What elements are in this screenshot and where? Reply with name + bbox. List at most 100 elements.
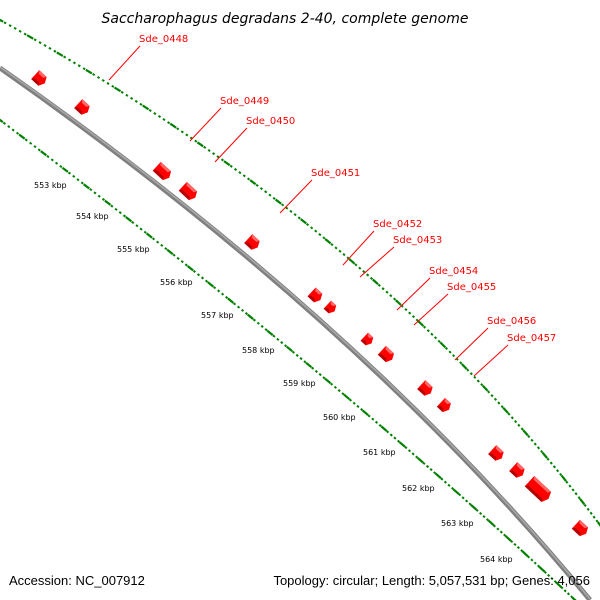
- gene-feature[interactable]: [436, 397, 453, 414]
- gene-block-highlight: [579, 519, 589, 529]
- outer-minor-tick: [469, 372, 473, 376]
- gene-feature[interactable]: [524, 476, 554, 504]
- outer-major-tick: [502, 407, 509, 414]
- inner-minor-tick: [280, 341, 284, 345]
- gene-label[interactable]: Sde_0457: [507, 333, 556, 344]
- inner-minor-tick: [139, 227, 143, 231]
- inner-minor-tick: [131, 220, 135, 224]
- gene-feature[interactable]: [377, 345, 396, 364]
- inner-minor-tick: [352, 401, 356, 405]
- outer-minor-tick: [8, 24, 12, 28]
- inner-minor-tick: [59, 164, 63, 169]
- inner-minor-tick: [118, 211, 122, 215]
- outer-minor-tick: [157, 115, 162, 119]
- gene-block-shade: [571, 527, 581, 537]
- outer-minor-tick: [422, 325, 427, 329]
- gene-label[interactable]: Sde_0448: [139, 34, 188, 45]
- outer-minor-tick: [48, 46, 52, 50]
- outer-minor-tick: [377, 283, 381, 287]
- gene-block-shade: [31, 78, 40, 86]
- outer-minor-tick: [13, 26, 17, 30]
- inner-minor-tick: [299, 357, 303, 361]
- outer-major-tick: [417, 320, 425, 327]
- gene-feature[interactable]: [417, 380, 435, 398]
- inner-minor-tick: [272, 334, 276, 338]
- inner-minor-tick: [404, 446, 408, 450]
- outer-minor-tick: [77, 64, 81, 68]
- gene-block-highlight: [495, 445, 504, 453]
- gene-block-shade: [74, 107, 83, 115]
- gene-feature[interactable]: [31, 70, 49, 88]
- outer-minor-tick: [381, 287, 385, 291]
- inner-minor-tick: [29, 141, 33, 145]
- gene-block-shade: [307, 295, 315, 303]
- gene-label[interactable]: Sde_0456: [487, 316, 536, 327]
- kbp-label: 555 kbp: [117, 245, 150, 254]
- outer-minor-tick: [268, 193, 272, 197]
- outer-minor-tick: [238, 171, 242, 175]
- outer-minor-tick: [510, 416, 514, 420]
- inner-minor-tick: [89, 188, 93, 192]
- inner-major-tick: [83, 183, 90, 190]
- inner-minor-tick: [422, 461, 426, 465]
- gene-feature[interactable]: [571, 519, 590, 538]
- inner-minor-tick: [24, 138, 28, 142]
- outer-minor-tick: [318, 233, 322, 237]
- inner-minor-tick: [156, 240, 160, 244]
- outer-minor-tick: [527, 434, 531, 439]
- outer-minor-tick: [162, 118, 166, 122]
- inner-minor-tick: [330, 382, 334, 386]
- outer-minor-tick: [536, 446, 541, 450]
- inner-minor-tick: [496, 527, 500, 531]
- outer-minor-tick: [18, 29, 22, 33]
- gene-block-shade: [360, 339, 367, 346]
- gene-label-leader: [214, 127, 248, 163]
- gene-label[interactable]: Sde_0452: [373, 219, 422, 230]
- gene-feature[interactable]: [152, 161, 174, 182]
- inner-major-tick: [227, 297, 235, 304]
- outer-minor-tick: [330, 243, 334, 247]
- outer-minor-tick: [167, 121, 171, 125]
- gene-block-highlight: [330, 300, 337, 307]
- gene-feature[interactable]: [307, 287, 325, 305]
- inner-minor-tick: [468, 502, 472, 506]
- inner-major-tick: [416, 457, 424, 464]
- inner-major-tick: [207, 281, 214, 288]
- outer-minor-tick: [433, 336, 438, 340]
- outer-minor-tick: [148, 108, 152, 112]
- inner-minor-tick: [204, 279, 209, 283]
- gene-block-shade: [178, 189, 190, 201]
- inner-minor-tick: [135, 224, 139, 228]
- gene-feature[interactable]: [74, 99, 92, 117]
- gene-label[interactable]: Sde_0451: [311, 168, 360, 179]
- gene-feature[interactable]: [178, 181, 200, 202]
- inner-minor-tick: [425, 464, 430, 469]
- gene-label[interactable]: Sde_0454: [429, 266, 478, 277]
- outer-minor-tick: [565, 480, 569, 484]
- outer-minor-tick: [530, 438, 534, 442]
- gene-feature[interactable]: [360, 332, 376, 348]
- inner-major-tick: [40, 150, 48, 157]
- inner-minor-tick: [566, 592, 571, 596]
- kbp-label: 558 kbp: [242, 346, 275, 355]
- inner-minor-tick: [16, 131, 20, 135]
- gene-label[interactable]: Sde_0453: [393, 235, 442, 246]
- inner-minor-tick: [360, 408, 364, 412]
- inner-major-tick: [434, 472, 442, 480]
- outer-minor-tick: [67, 58, 72, 62]
- outer-minor-tick: [586, 507, 590, 511]
- gene-feature[interactable]: [488, 445, 506, 463]
- outer-minor-tick: [549, 461, 553, 465]
- gene-label-leader: [342, 230, 375, 266]
- gene-label-leader: [279, 179, 313, 214]
- gene-feature[interactable]: [244, 234, 262, 252]
- gene-label[interactable]: Sde_0450: [246, 116, 295, 127]
- gene-feature[interactable]: [323, 300, 339, 316]
- gene-feature[interactable]: [509, 462, 527, 480]
- outer-minor-tick: [220, 158, 224, 162]
- inner-minor-tick: [101, 197, 106, 201]
- gene-label[interactable]: Sde_0449: [220, 96, 269, 107]
- inner-major-tick: [324, 377, 332, 385]
- gene-label[interactable]: Sde_0455: [447, 282, 496, 293]
- outer-major-tick: [196, 141, 204, 148]
